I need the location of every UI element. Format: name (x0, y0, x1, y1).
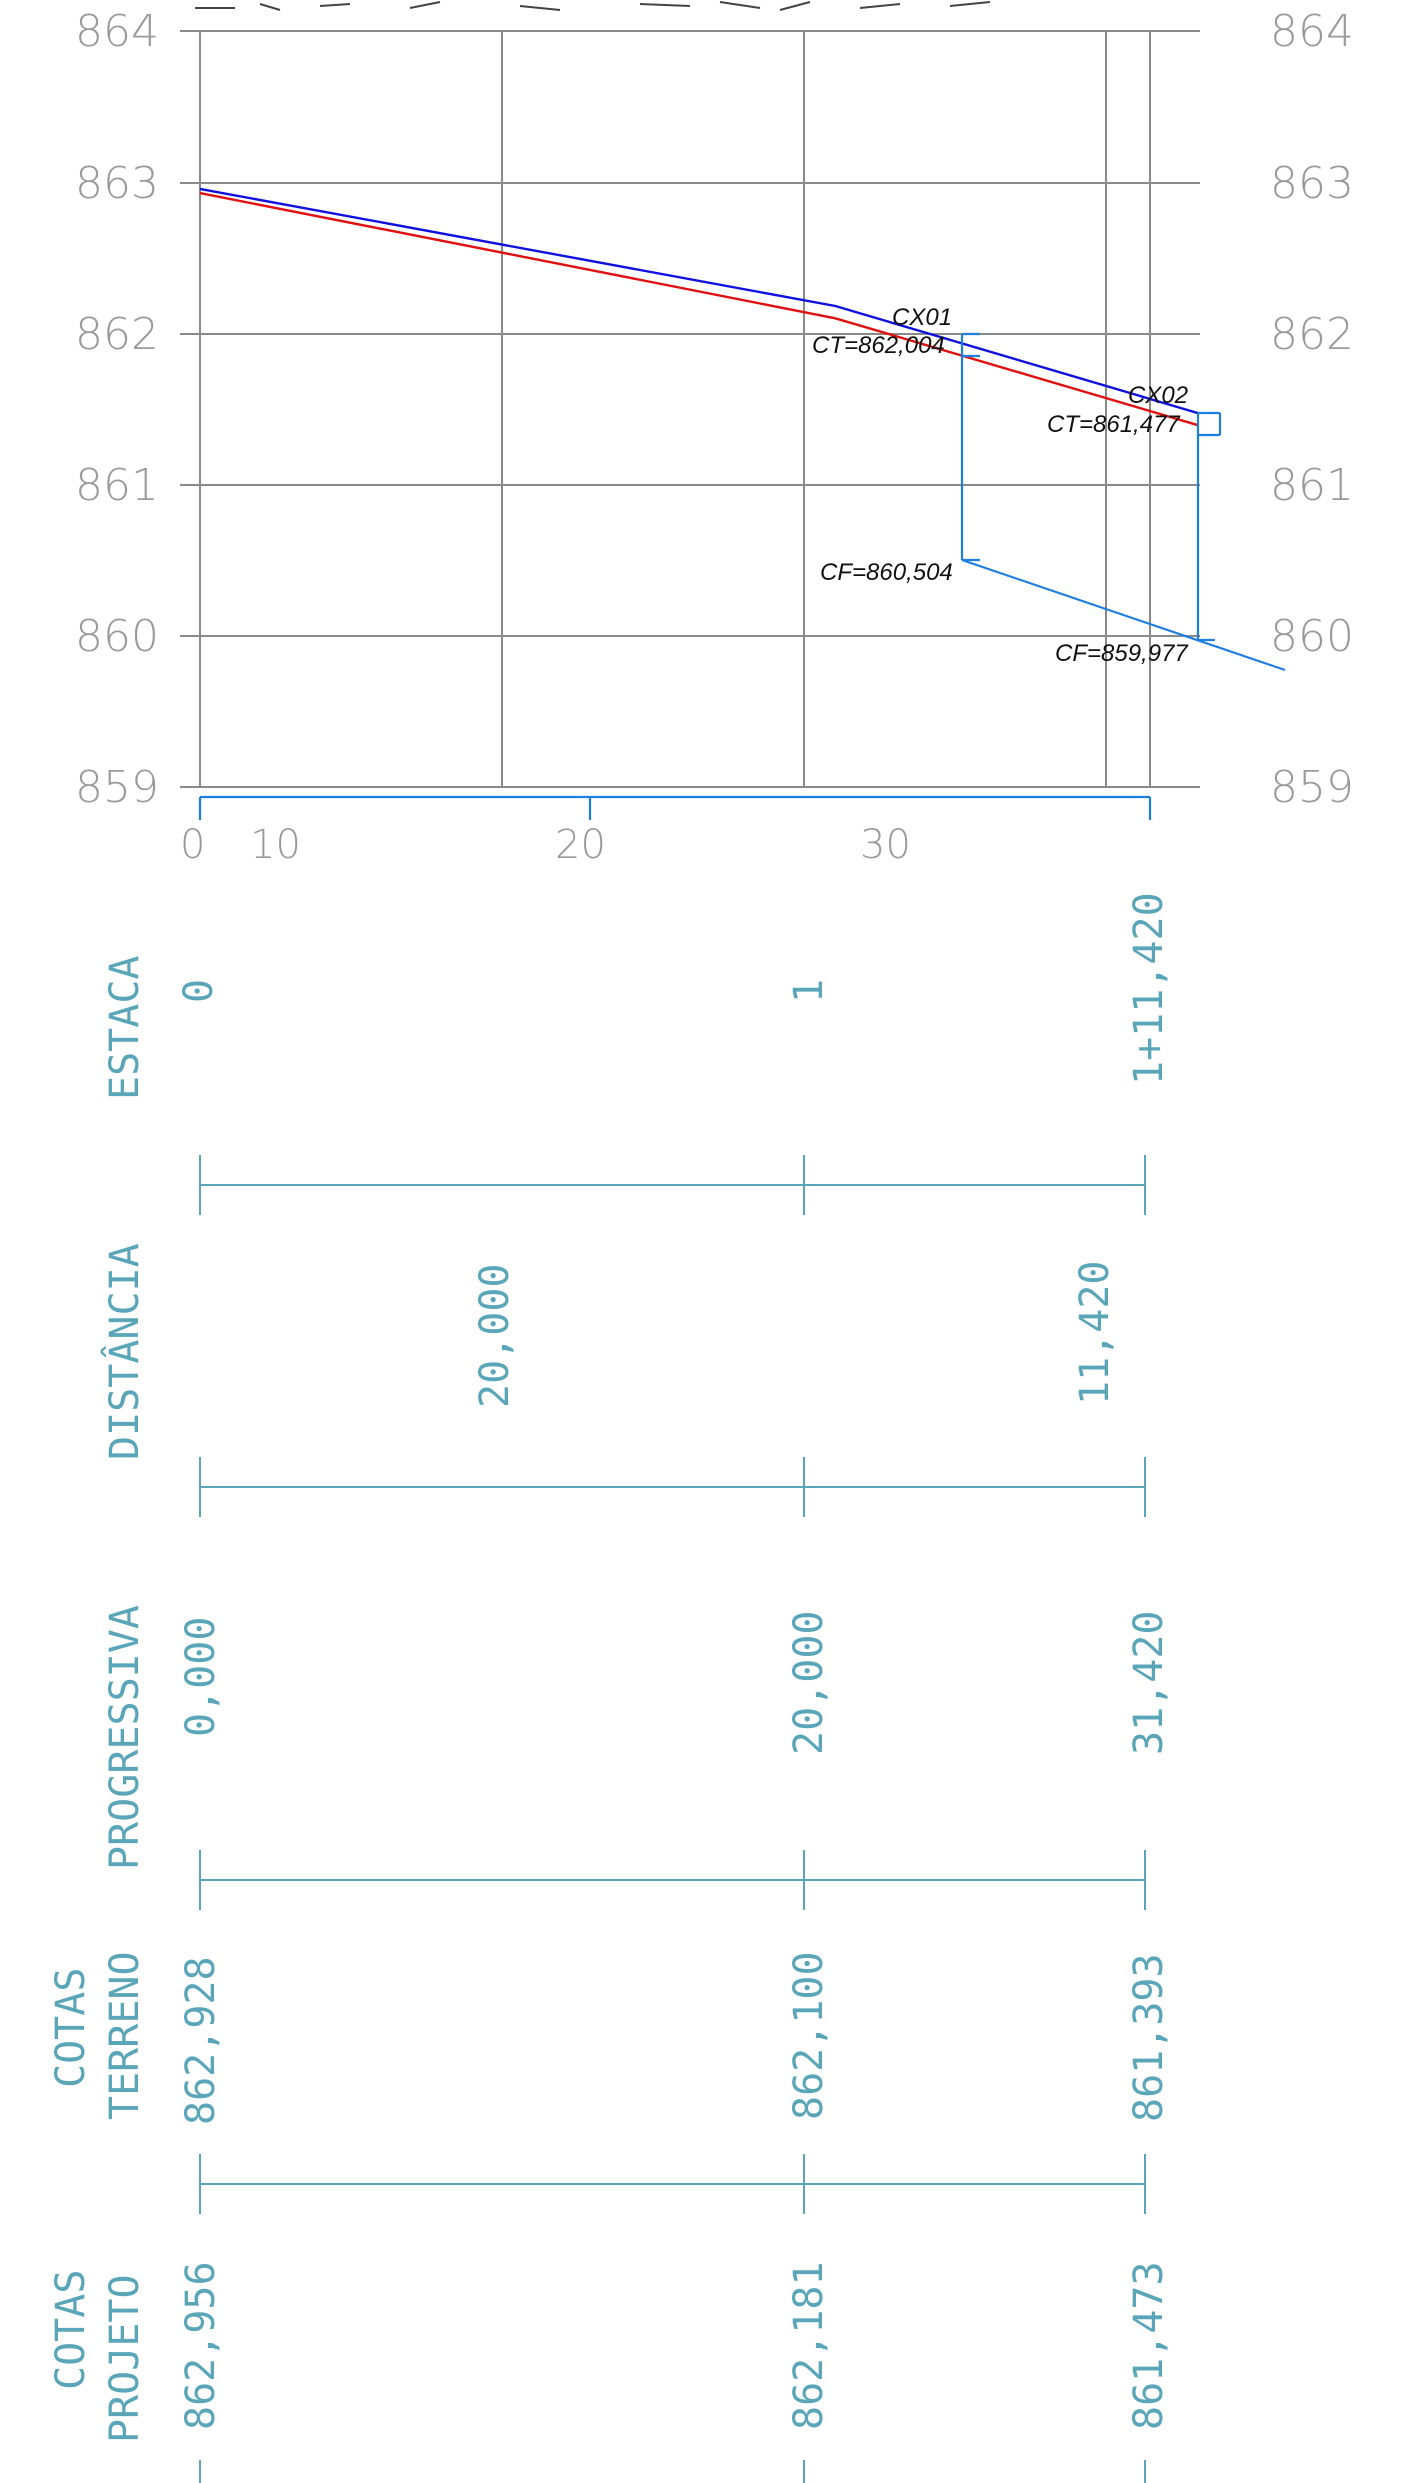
y-tick-left: 863 (75, 158, 159, 209)
row-label-cotas-projeto-1: COTAS (48, 2270, 94, 2390)
y-tick-left: 862 (75, 309, 159, 360)
chainage-tick: 0 (180, 822, 205, 868)
cx01-label: CX01 (892, 304, 952, 331)
profile-grid (180, 30, 1200, 788)
progressiva-value: 31,420 (1126, 1611, 1172, 1756)
cotas-projeto-value: 861,473 (1126, 2261, 1172, 2430)
chainage-tick: 30 (860, 822, 911, 868)
y-tick-right: 863 (1270, 158, 1354, 209)
row-label-cotas-terreno-2: TERRENO (102, 1951, 148, 2120)
row-label-cotas-projeto-2: PROJETO (102, 2274, 148, 2443)
cx01-ct-label: CT=862,004 (812, 332, 945, 359)
y-tick-left: 859 (75, 762, 159, 813)
cx02-label: CX02 (1128, 382, 1188, 409)
row-label-estaca: ESTACA (102, 956, 148, 1101)
distancia-value: 20,000 (472, 1264, 518, 1409)
distancia-value: 11,420 (1072, 1261, 1118, 1406)
chainage-tick: 10 (250, 822, 301, 868)
y-tick-right: 864 (1270, 6, 1354, 57)
y-tick-left: 860 (75, 611, 159, 662)
y-axis-left-labels: 864 863 862 861 860 859 (75, 6, 159, 813)
profile-series (199, 187, 1199, 427)
cut-title-strokes (195, 1, 991, 11)
y-tick-right: 861 (1270, 460, 1354, 511)
y-tick-right: 859 (1270, 762, 1354, 813)
cx01-cf-label: CF=860,504 (820, 559, 953, 586)
manhole-annotations: CX01 CT=862,004 CF=860,504 CX02 CT=861,4… (812, 304, 1189, 667)
y-tick-right: 862 (1270, 309, 1354, 360)
cx02-ct-label: CT=861,477 (1047, 411, 1181, 438)
row-label-progressiva: PROGRESSIVA (102, 1605, 148, 1870)
row-label-distancia: DISTÂNCIA (100, 1243, 148, 1460)
cotas-projeto-value: 862,956 (178, 2261, 224, 2430)
row-label-cotas-terreno-1: COTAS (48, 1968, 94, 2088)
progressiva-value: 0,000 (178, 1617, 224, 1737)
terrain-profile-line (199, 191, 1199, 427)
cotas-terreno-value: 862,100 (786, 1951, 832, 2120)
y-axis-right-labels: 864 863 862 861 860 859 (1270, 6, 1354, 813)
progressiva-value: 20,000 (786, 1611, 832, 1756)
y-tick-right: 860 (1270, 611, 1354, 662)
project-profile-line (199, 187, 1199, 415)
cx02-cf-label: CF=859,977 (1055, 640, 1189, 667)
chainage-labels: 0 10 20 30 (180, 822, 911, 868)
cotas-terreno-value: 862,928 (178, 1956, 224, 2125)
pipe-drawing (198, 332, 1286, 820)
estaca-value: 0 (176, 979, 222, 1003)
estaca-value: 1+11,420 (1126, 892, 1172, 1085)
y-tick-left: 864 (75, 6, 159, 57)
chainage-tick: 20 (555, 822, 606, 868)
table-separators (199, 1155, 1146, 2483)
cotas-terreno-value: 861,393 (1126, 1953, 1172, 2122)
estaca-value: 1 (786, 979, 832, 1003)
profile-table: ESTACA 0 1 1+11,420 DISTÂNCIA 20,000 11,… (48, 892, 1172, 2483)
y-tick-left: 861 (75, 460, 159, 511)
cotas-projeto-value: 862,181 (786, 2261, 832, 2430)
